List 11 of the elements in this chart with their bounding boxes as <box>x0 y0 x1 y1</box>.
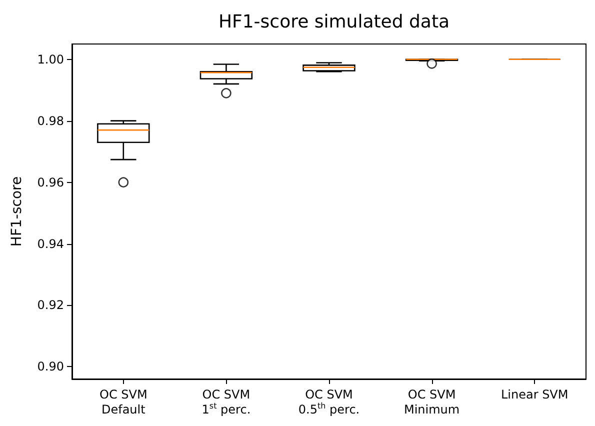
y-tick-label: 0.90 <box>37 360 64 374</box>
y-tick-label: 0.96 <box>37 175 64 190</box>
x-tick-label: OC SVM Default <box>99 388 148 416</box>
y-tick-label: 1.00 <box>37 52 64 66</box>
x-tick-label: OC SVM Minimum <box>404 388 460 416</box>
y-tick-label: 0.92 <box>37 298 64 312</box>
y-axis-title: HF1-score <box>9 176 25 247</box>
x-tick-label: Linear SVM <box>500 388 568 402</box>
y-tick-label: 0.94 <box>37 236 64 251</box>
chart-title: HF1-score simulated data <box>218 12 450 32</box>
y-tick-label: 0.98 <box>37 114 64 128</box>
